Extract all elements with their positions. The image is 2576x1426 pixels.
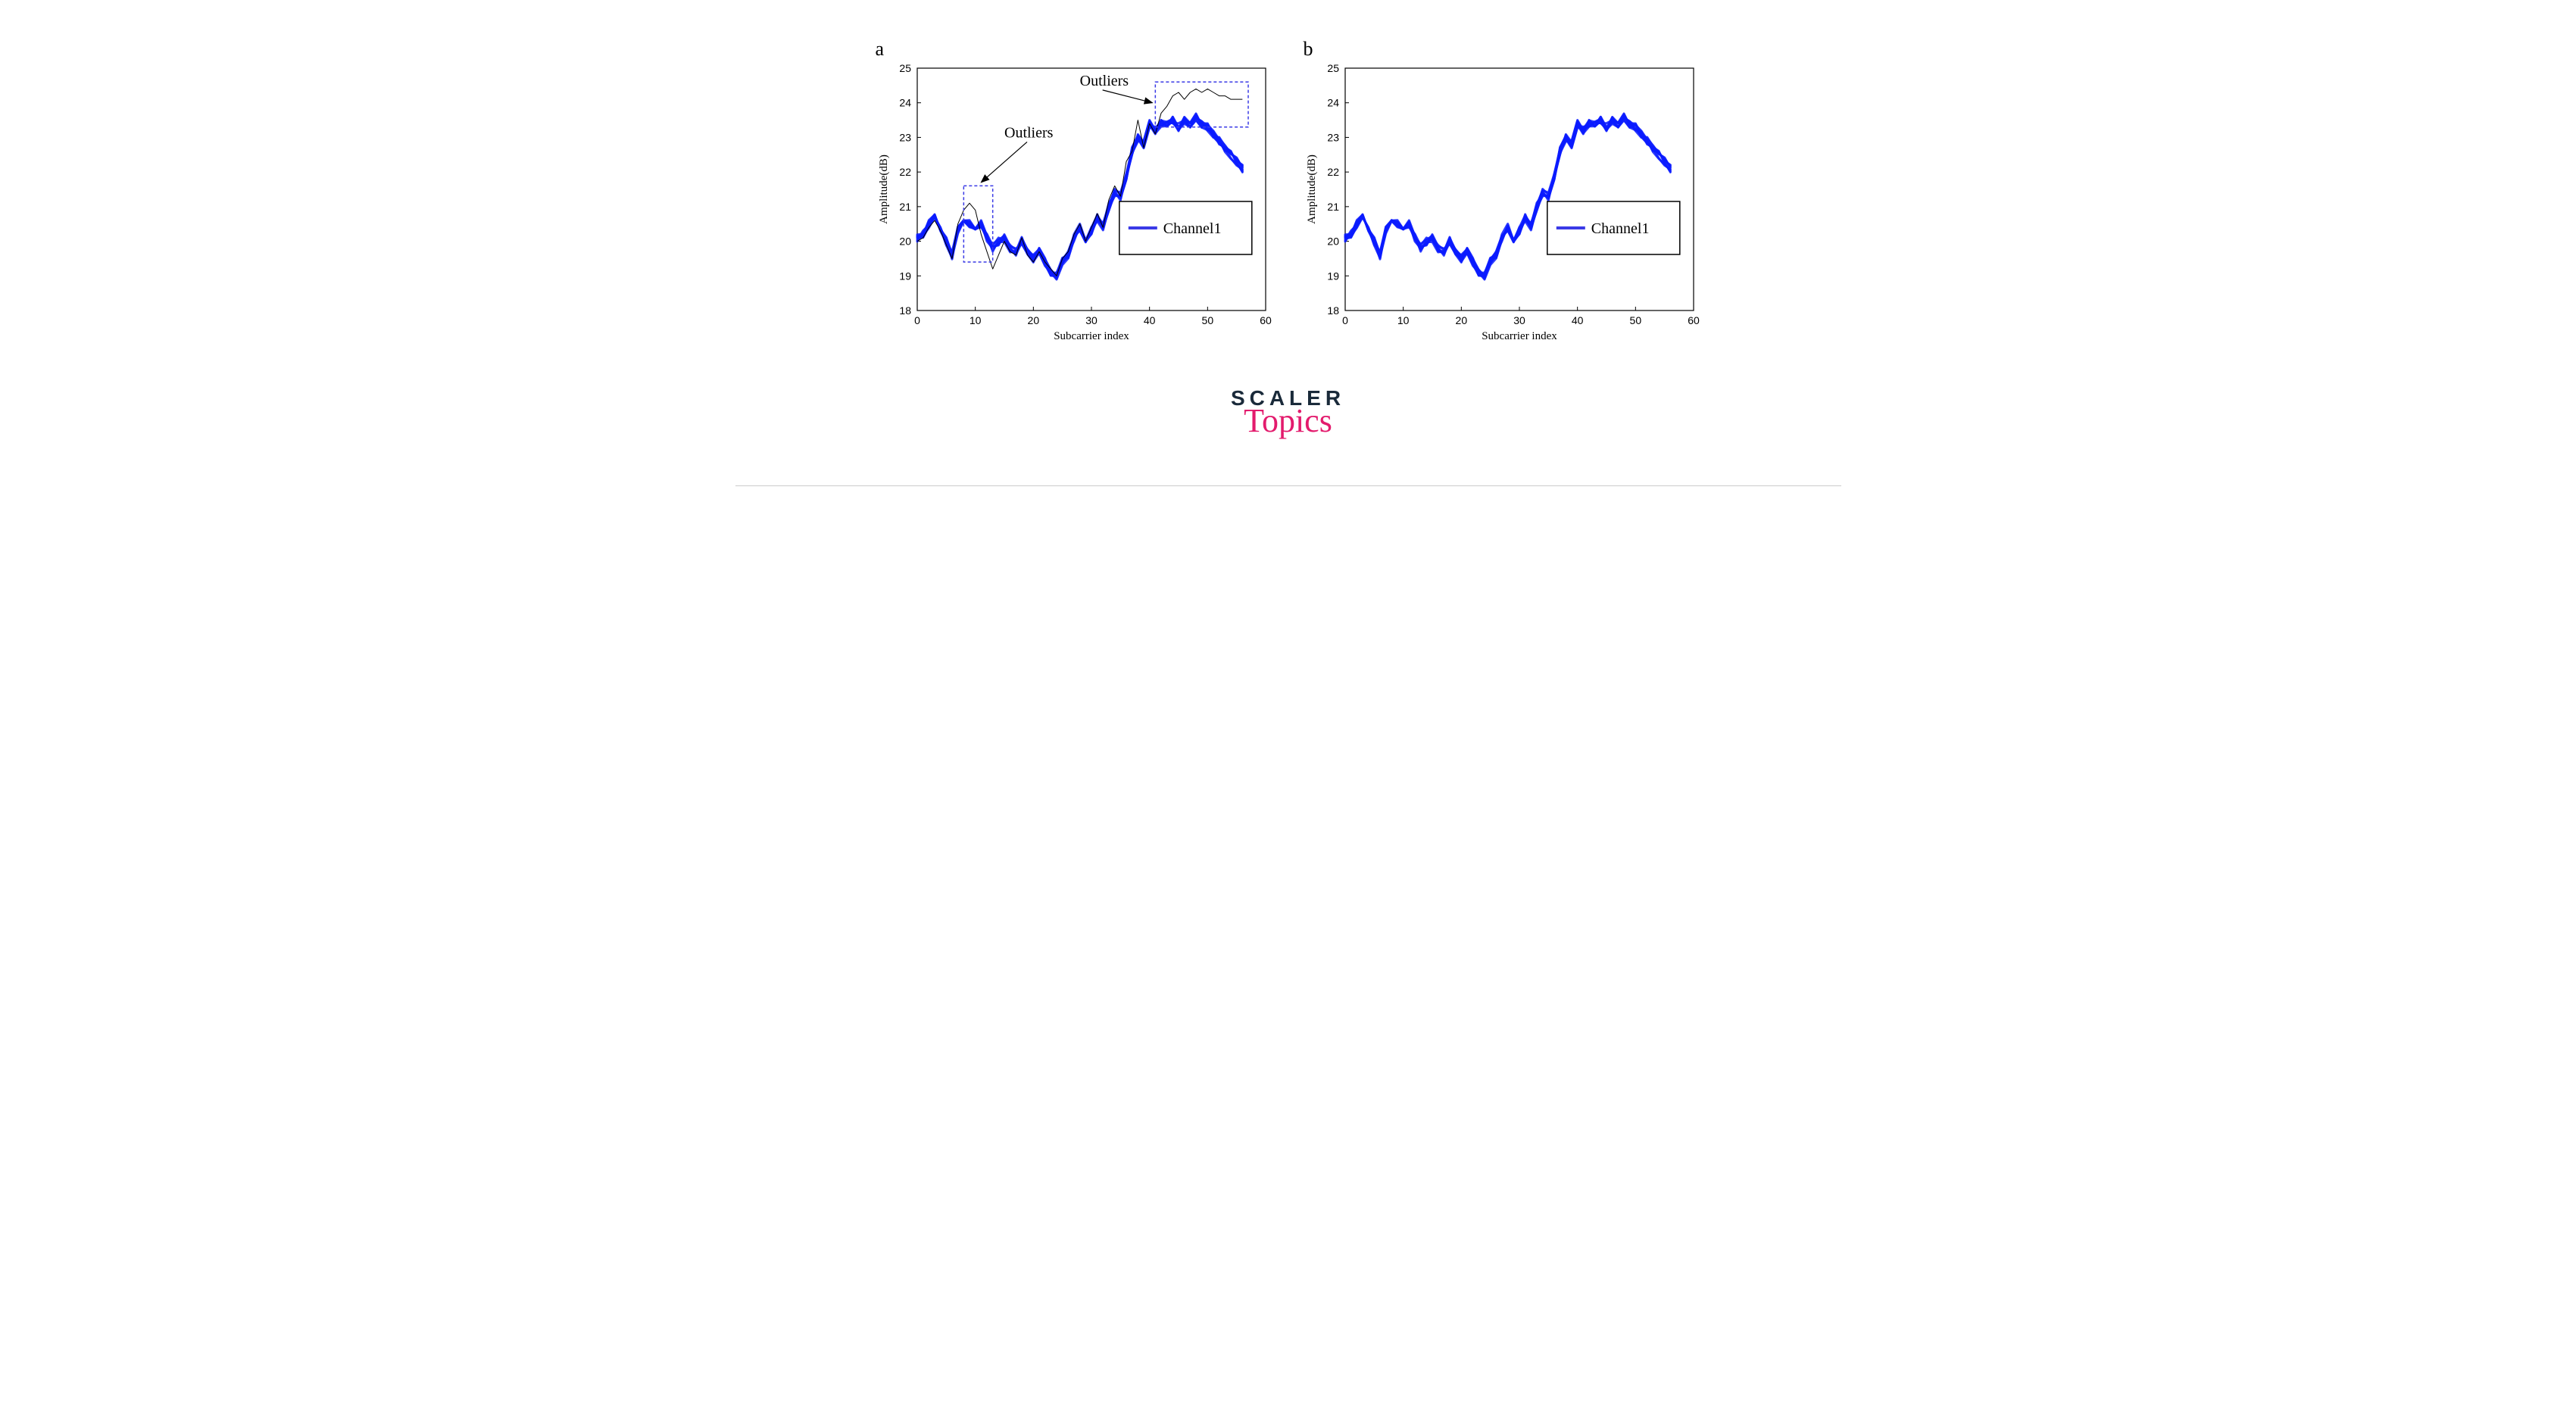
logo-line2: Topics	[735, 401, 1841, 440]
chart-panel-a: a 01020304050601819202122232425Subcarrie…	[876, 61, 1273, 348]
svg-text:Channel1: Channel1	[1163, 220, 1221, 237]
svg-text:50: 50	[1201, 314, 1213, 326]
svg-text:21: 21	[899, 201, 911, 213]
svg-text:23: 23	[899, 131, 911, 143]
svg-text:Channel1: Channel1	[1591, 220, 1649, 237]
svg-text:22: 22	[899, 166, 911, 178]
svg-text:10: 10	[969, 314, 981, 326]
logo: SCALER Topics	[735, 386, 1841, 440]
chart-svg-b: 0 10 20 30 40 50 60 18 19 20 21 22 23 24 25 Subcarrier …	[1304, 61, 1701, 345]
chart-svg-a: 0 10 20 30 40 50 60 18 19 20 21 22 23 24 25 Subcarrier …	[876, 61, 1273, 345]
svg-text:22: 22	[1327, 166, 1339, 178]
panel-letter-b: b	[1304, 38, 1313, 61]
panel-letter-a: a	[876, 38, 885, 61]
svg-text:18: 18	[1327, 304, 1339, 317]
svg-text:0: 0	[1342, 314, 1348, 326]
svg-text:60: 60	[1688, 314, 1700, 326]
svg-text:20: 20	[1455, 314, 1467, 326]
svg-text:Outliers: Outliers	[1079, 73, 1129, 89]
svg-text:Amplitude(dB): Amplitude(dB)	[878, 154, 890, 224]
svg-text:19: 19	[1327, 270, 1339, 282]
svg-text:25: 25	[1327, 62, 1339, 74]
page-container: a 0 10 20 30 40 50 60 18 19 20 21 22 23 24 25 Subcarrie…	[735, 0, 1841, 486]
svg-text:25: 25	[899, 62, 911, 74]
svg-text:60: 60	[1260, 314, 1272, 326]
svg-text:50: 50	[1629, 314, 1641, 326]
svg-text:Amplitude(dB): Amplitude(dB)	[1306, 154, 1318, 224]
svg-text:Subcarrier index: Subcarrier index	[1482, 330, 1557, 342]
svg-text:Subcarrier index: Subcarrier index	[1054, 330, 1129, 342]
svg-text:10: 10	[1397, 314, 1409, 326]
svg-text:0: 0	[914, 314, 920, 326]
svg-text:20: 20	[1327, 236, 1339, 248]
svg-text:24: 24	[1327, 97, 1339, 109]
svg-text:20: 20	[899, 236, 911, 248]
svg-text:Outliers: Outliers	[1004, 124, 1054, 141]
svg-text:18: 18	[899, 304, 911, 317]
svg-text:23: 23	[1327, 131, 1339, 143]
svg-text:30: 30	[1085, 314, 1098, 326]
chart-panel-b: b 01020304050601819202122232425Subcarrie…	[1304, 61, 1701, 348]
svg-text:40: 40	[1143, 314, 1155, 326]
svg-text:30: 30	[1513, 314, 1525, 326]
svg-text:24: 24	[899, 97, 911, 109]
svg-text:40: 40	[1571, 314, 1583, 326]
charts-row: a 01020304050601819202122232425Subcarrie…	[735, 61, 1841, 348]
svg-text:21: 21	[1327, 201, 1339, 213]
svg-text:19: 19	[899, 270, 911, 282]
svg-text:20: 20	[1027, 314, 1039, 326]
